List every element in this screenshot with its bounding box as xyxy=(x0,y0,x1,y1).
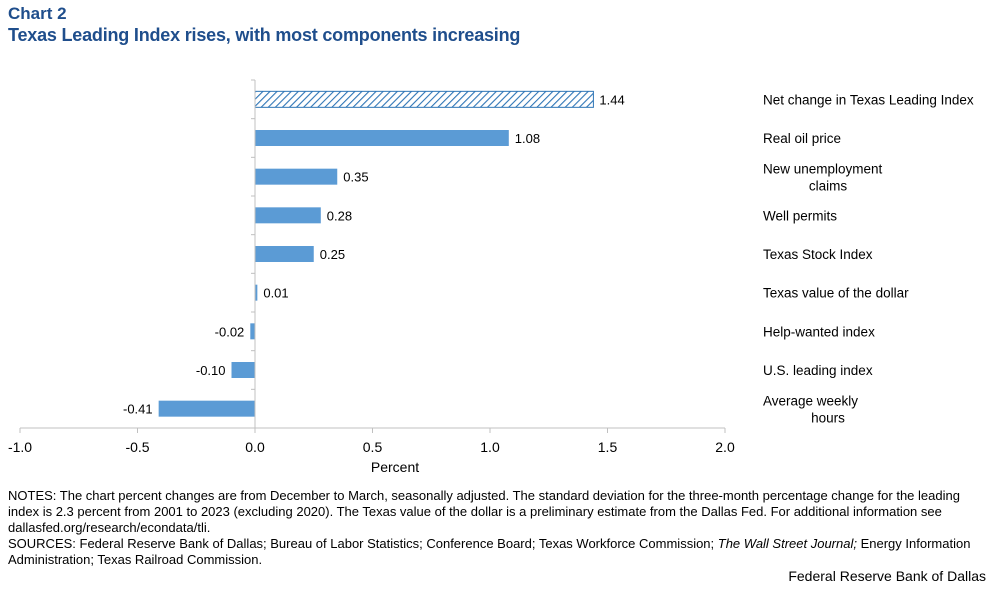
bar-7 xyxy=(231,362,255,378)
chart-title: Texas Leading Index rises, with most com… xyxy=(8,25,521,45)
axis-layer xyxy=(19,79,726,433)
bar-1 xyxy=(255,130,509,146)
value-label: 0.28 xyxy=(327,208,352,223)
bar-6 xyxy=(250,323,255,340)
category-label: Net change in Texas Leading Index xyxy=(763,92,974,107)
x-axis-title: Percent xyxy=(371,459,419,475)
notes-block: NOTES: The chart percent changes are fro… xyxy=(8,488,993,568)
bar-chart: 1.44 Net change in Texas Leading Index 1.0… xyxy=(8,79,974,475)
bar-net-change xyxy=(254,90,594,108)
category-label: Well permits xyxy=(763,208,837,223)
value-label: 0.25 xyxy=(320,247,345,262)
sources-suffix: Energy Information Administration; Texas… xyxy=(8,536,971,567)
x-tick-label: 0.5 xyxy=(363,439,383,455)
x-tick-label: -0.5 xyxy=(125,439,149,455)
x-tick-label: 0.0 xyxy=(245,439,265,455)
value-label: 1.44 xyxy=(599,92,624,107)
x-tick-label: 1.0 xyxy=(480,439,500,455)
chart-number: Chart 2 xyxy=(8,4,67,23)
bar-4 xyxy=(255,246,314,262)
value-label: 1.08 xyxy=(515,131,540,146)
category-label: Help-wanted index xyxy=(763,324,875,339)
category-label: Texas value of the dollar xyxy=(763,286,909,301)
notes-text: NOTES: The chart percent changes are fro… xyxy=(8,488,960,535)
value-label: -0.10 xyxy=(196,363,226,378)
bar-5 xyxy=(255,284,258,301)
footer-credit: Federal Reserve Bank of Dallas xyxy=(788,568,986,584)
category-label: Average weekly hours xyxy=(763,394,858,426)
value-label: -0.02 xyxy=(215,324,245,339)
labels-layer: 1.44 Net change in Texas Leading Index 1.0… xyxy=(8,92,974,455)
value-label: 0.01 xyxy=(263,286,288,301)
category-label: U.S. leading index xyxy=(763,363,873,378)
bar-3 xyxy=(255,207,321,224)
category-label: Real oil price xyxy=(763,131,841,146)
bar-8 xyxy=(158,400,255,417)
value-label: 0.35 xyxy=(343,170,368,185)
x-tick-label: -1.0 xyxy=(8,439,32,455)
value-label: -0.41 xyxy=(123,402,153,417)
category-label: New unemployment claims xyxy=(763,162,883,194)
bar-2 xyxy=(255,168,338,185)
x-tick-label: 2.0 xyxy=(715,439,735,455)
x-tick-label: 1.5 xyxy=(598,439,618,455)
sources-text: SOURCES: Federal Reserve Bank of Dallas;… xyxy=(8,536,993,568)
sources-prefix: SOURCES: Federal Reserve Bank of Dallas;… xyxy=(8,536,718,551)
category-label: Texas Stock Index xyxy=(763,247,873,262)
sources-italic: The Wall Street Journal; xyxy=(717,536,857,551)
